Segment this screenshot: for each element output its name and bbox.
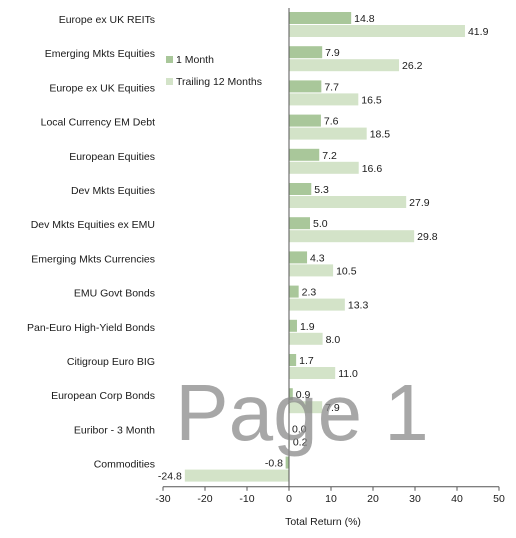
x-axis-title: Total Return (%) [285, 516, 361, 528]
value-label: 0.9 [296, 389, 311, 401]
bar-trailing-12-months [289, 298, 345, 311]
value-labels: 14.8 41.9 7.9 26.2 7.7 16.5 7.6 18.5 7.2 16.6 5.3 2… [158, 13, 489, 483]
category-label: Dev Mkts Equities [71, 185, 155, 197]
value-label: 5.0 [313, 218, 328, 230]
category-label: European Equities [69, 151, 155, 163]
value-label: 10.5 [336, 265, 357, 277]
bar-trailing-12-months [289, 264, 334, 277]
x-tick-label: 30 [409, 493, 421, 505]
value-label: 16.5 [361, 94, 382, 106]
value-label: 11.0 [338, 368, 358, 380]
value-label: 4.3 [310, 252, 325, 264]
value-label: 8.0 [326, 334, 341, 346]
value-label: 16.6 [362, 163, 383, 175]
bar-trailing-12-months [289, 196, 407, 208]
bar-trailing-12-months [289, 367, 336, 379]
category-label: Europe ex UK REITs [59, 14, 155, 26]
value-label: 7.6 [324, 116, 339, 128]
value-label: 1.7 [299, 355, 314, 367]
legend-label-1-month: 1 Month [176, 54, 214, 66]
value-label: 27.9 [409, 197, 430, 209]
x-tick-label: 40 [451, 493, 463, 505]
legend-label-trailing-12-months: Trailing 12 Months [176, 76, 262, 88]
value-label: 13.3 [348, 300, 369, 312]
x-tick-label: 10 [325, 493, 337, 505]
bar-trailing-12-months [289, 230, 415, 243]
bar-1-month [289, 80, 322, 93]
bar-1-month [289, 183, 312, 195]
value-label: 18.5 [370, 129, 391, 141]
bar-1-month [285, 456, 289, 469]
bar-trailing-12-months [289, 59, 400, 72]
bar-1-month [289, 388, 293, 401]
category-label: Europe ex UK Equities [49, 82, 155, 94]
value-label: 14.8 [354, 13, 375, 25]
x-tick-label: 50 [493, 493, 505, 505]
value-label: 41.9 [468, 26, 489, 38]
bar-1-month [289, 12, 352, 24]
bar-1-month [289, 354, 297, 366]
x-tick-label: 0 [286, 493, 292, 505]
value-label: 29.8 [417, 231, 438, 243]
value-label: -0.8 [265, 458, 283, 470]
category-label: Citigroup Euro BIG [67, 356, 155, 368]
page-watermark: Page 1 [175, 368, 429, 457]
bar-1-month [289, 46, 323, 59]
category-label: European Corp Bonds [51, 390, 155, 402]
category-label: Emerging Mkts Equities [45, 48, 155, 60]
value-label: 26.2 [402, 60, 423, 72]
value-label: 7.2 [322, 150, 337, 162]
bar-trailing-12-months [289, 161, 359, 174]
bar-1-month [289, 217, 310, 230]
category-label: Commodities [94, 459, 155, 471]
legend: 1 Month Trailing 12 Months [166, 54, 262, 88]
x-tick-label: -30 [155, 493, 170, 505]
category-label: EMU Govt Bonds [74, 288, 155, 300]
value-label: 0.0 [292, 423, 307, 435]
x-tick-label: -10 [239, 493, 254, 505]
bar-1-month [289, 285, 299, 298]
bar-1-month [289, 114, 321, 127]
category-label: Local Currency EM Debt [41, 117, 155, 129]
bars [184, 12, 465, 482]
category-label: Emerging Mkts Currencies [31, 253, 155, 265]
bar-trailing-12-months [289, 127, 367, 140]
value-label: 5.3 [314, 184, 329, 196]
category-label: Pan-Euro High-Yield Bonds [27, 322, 155, 334]
axes: -30 -20 -10 0 10 20 30 40 50 [155, 8, 505, 505]
value-label: 2.3 [302, 287, 317, 299]
value-label: 7.7 [324, 81, 339, 93]
legend-swatch-1-month [166, 56, 173, 63]
bar-trailing-12-months [289, 93, 359, 106]
category-label: Euribor - 3 Month [74, 424, 155, 436]
value-label: 0.2 [293, 436, 308, 448]
bar-1-month [289, 319, 297, 332]
category-labels: Europe ex UK REITs Emerging Mkts Equities… [27, 14, 155, 471]
bar-1-month [289, 251, 308, 264]
value-label: 1.9 [300, 321, 315, 333]
bar-trailing-12-months [289, 401, 323, 414]
value-label: 7.9 [325, 47, 340, 59]
value-label: -24.8 [158, 471, 182, 483]
category-label: Dev Mkts Equities ex EMU [31, 219, 155, 231]
bar-trailing-12-months [184, 469, 289, 482]
bar-1-month [289, 148, 320, 161]
legend-swatch-trailing-12-months [166, 78, 173, 85]
value-label: 7.9 [325, 402, 340, 414]
x-tick-label: 20 [367, 493, 379, 505]
bar-trailing-12-months [289, 332, 323, 345]
x-tick-label: -20 [197, 493, 212, 505]
bar-trailing-12-months [289, 25, 465, 37]
